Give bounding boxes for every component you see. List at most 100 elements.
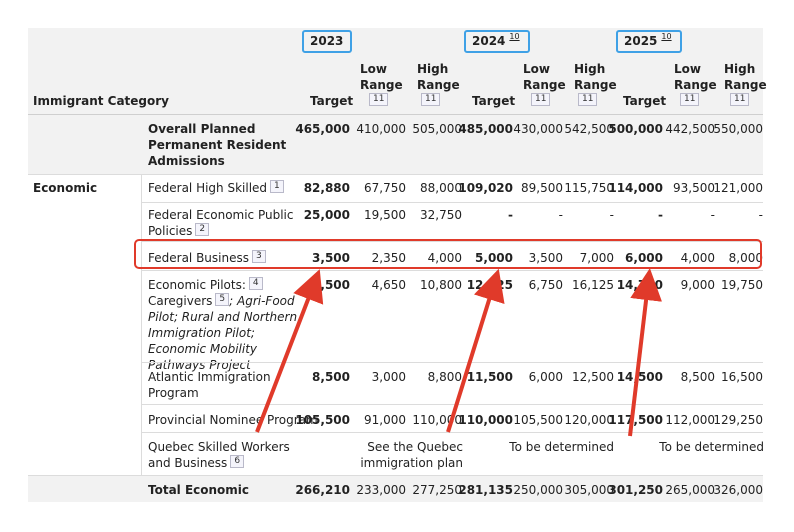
low-range-header-2025: Low Range (674, 61, 717, 93)
footnote-link[interactable]: 2 (195, 223, 210, 236)
row-divider (141, 270, 763, 271)
table-cell: 3,500 (528, 251, 563, 265)
arrow-2024 (446, 268, 505, 433)
quebec-note-2024: To be determined (509, 440, 614, 454)
table-cell: 2,350 (371, 251, 406, 265)
table-cell: 277,250 (412, 483, 462, 497)
row-divider (141, 202, 763, 203)
table-cell: 8,500 (312, 370, 350, 384)
total-economic-label: Total Economic (148, 483, 250, 497)
footnote-link[interactable]: 11 (680, 93, 700, 106)
footnote-link[interactable]: 5 (215, 293, 230, 306)
table-cell: 82,880 (303, 181, 350, 195)
table-cell: 120,000 (564, 413, 614, 427)
column-divider (141, 174, 142, 502)
row-label-federal-economic-public-policies: Federal Economic Public Policies 2 (148, 207, 298, 239)
year-2023-box: 2023 (302, 30, 352, 53)
table-cell: - (710, 208, 715, 222)
table-cell: 109,020 (458, 181, 513, 195)
table-cell: 89,500 (521, 181, 563, 195)
year-2024-label: 2024 (472, 34, 506, 48)
table-cell: 410,000 (356, 122, 406, 136)
footnote-link[interactable]: 11 (730, 93, 750, 106)
table-cell: 8,800 (427, 370, 462, 384)
year-2025-footnote-link[interactable]: 10 (661, 32, 672, 41)
table-cell: 6,750 (528, 278, 563, 292)
year-2024-footnote-link[interactable]: 10 (509, 32, 520, 41)
immigrant-category-header: Immigrant Category (33, 94, 170, 108)
footnote-link[interactable]: 4 (248, 277, 263, 290)
table-cell: 9,000 (680, 278, 715, 292)
table-cell: - (609, 208, 614, 222)
row-divider (141, 362, 763, 363)
table-cell: 19,750 (721, 278, 763, 292)
year-2025-box: 2025 10 (616, 30, 682, 53)
table-cell: 442,500 (665, 122, 715, 136)
table-cell: 114,000 (608, 181, 663, 195)
table-cell: 8,500 (680, 370, 715, 384)
high-range-label-2023: High Range (417, 62, 460, 92)
table-cell: 11,500 (466, 370, 513, 384)
table-cell: 10,800 (420, 278, 462, 292)
quebec-note-2023: See the Quebec immigration plan (360, 440, 463, 470)
table-cell: 505,000 (412, 122, 462, 136)
table-cell: 542,500 (564, 122, 614, 136)
overall-label: Overall Planned Permanent Resident Admis… (148, 122, 287, 168)
footnote-link[interactable]: 6 (230, 455, 245, 468)
table-cell: 88,000 (420, 181, 462, 195)
table-cell: 121,000 (713, 181, 763, 195)
row-label-provincial-nominee-program: Provincial Nominee Program (148, 413, 318, 427)
low-range-label-2023: Low Range (360, 62, 403, 92)
table-cell: 265,000 (665, 483, 715, 497)
table-cell: 112,000 (665, 413, 715, 427)
federal-business-highlight-box (134, 239, 762, 269)
row-label-text: Federal Economic Public Policies (148, 208, 294, 238)
pilot-list-text: ; Agri-Food Pilot; Rural and Northern Im… (148, 294, 298, 372)
table-cell: 115,750 (564, 181, 614, 195)
target-header-2024: Target (472, 94, 516, 108)
section-economic-label: Economic (33, 181, 98, 195)
high-range-header-2024: High Range (574, 61, 617, 93)
table-cell: 3,500 (312, 251, 350, 265)
table-cell: 32,750 (420, 208, 462, 222)
table-cell: - (658, 208, 663, 222)
row-label-text: Economic Pilots: (148, 278, 246, 292)
low-range-label-2025: Low Range (674, 62, 717, 92)
target-header-2023: Target (310, 94, 354, 108)
row-label-federal-high-skilled: Federal High Skilled 1 (148, 180, 284, 196)
table-cell: 281,135 (458, 483, 513, 497)
total-row-background (28, 475, 763, 502)
table-cell: 500,000 (608, 122, 663, 136)
low-range-header-2024: Low Range (523, 61, 566, 93)
footnote-link[interactable]: 11 (369, 93, 389, 106)
header-divider (28, 114, 763, 115)
table-cell: 3,000 (371, 370, 406, 384)
table-cell: 4,650 (371, 278, 406, 292)
high-range-label-2025: High Range (724, 62, 767, 92)
footnote-link[interactable]: 11 (421, 93, 441, 106)
row-label-atlantic-immigration-program: Atlantic Immigration Program (148, 370, 271, 400)
footnote-link[interactable]: 1 (270, 180, 284, 193)
table-header (28, 28, 763, 114)
table-cell: 305,000 (564, 483, 614, 497)
arrow-2023 (255, 269, 324, 433)
table-cell: 6,000 (528, 370, 563, 384)
footnote-link[interactable]: 11 (531, 93, 551, 106)
row-divider (141, 404, 763, 405)
high-range-header-2023: High Range (417, 61, 460, 93)
table-cell: 7,000 (579, 251, 614, 265)
table-cell: - (558, 208, 563, 222)
table-cell: 5,000 (475, 251, 513, 265)
table-cell: 129,250 (713, 413, 763, 427)
footnote-link[interactable]: 11 (578, 93, 598, 106)
table-cell: 117,500 (608, 413, 663, 427)
table-cell: - (758, 208, 763, 222)
high-range-header-2025: High Range (724, 61, 767, 93)
quebec-note-2025: To be determined (659, 440, 764, 454)
table-cell: 6,000 (625, 251, 663, 265)
footnote-link[interactable]: 3 (251, 250, 266, 263)
table-cell: 105,500 (513, 413, 563, 427)
table-cell: 4,000 (680, 251, 715, 265)
row-label-federal-business: Federal Business 3 (148, 250, 266, 266)
